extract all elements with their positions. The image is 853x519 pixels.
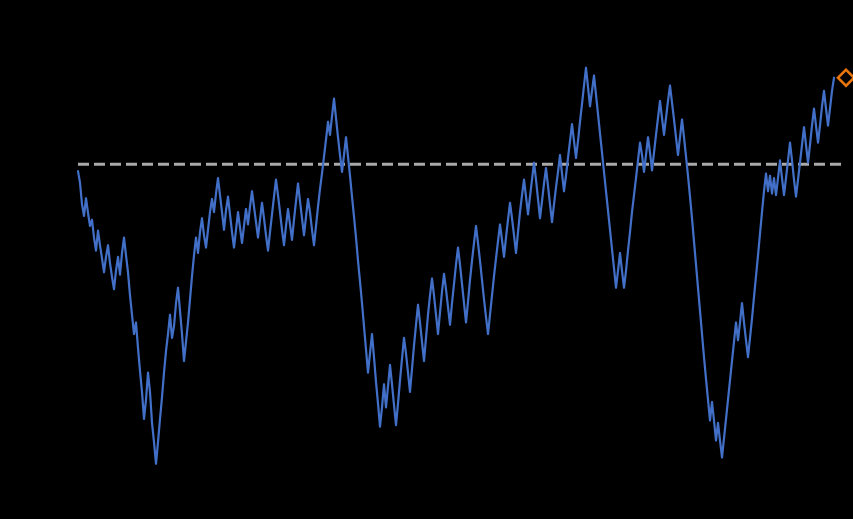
series-line-1 <box>76 66 836 465</box>
end-marker-diamond-icon <box>836 67 853 88</box>
